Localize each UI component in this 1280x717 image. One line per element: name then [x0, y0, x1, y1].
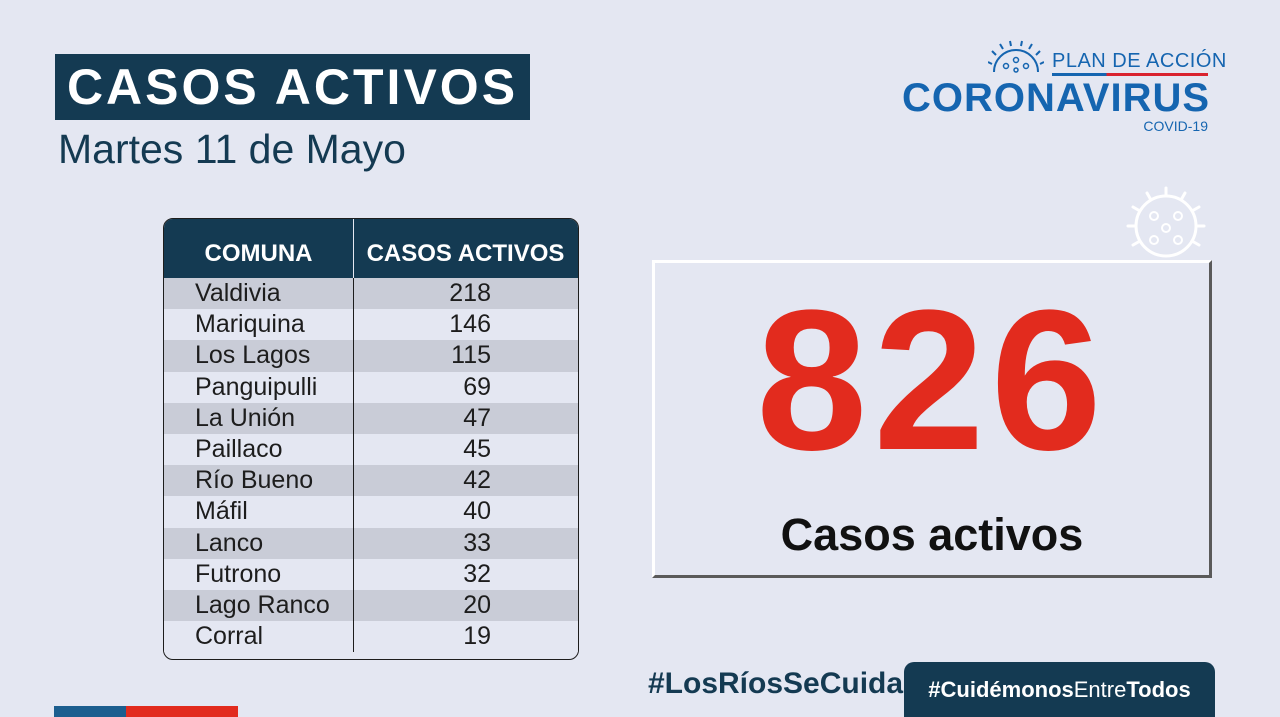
- table-row: Futrono 32: [164, 558, 578, 590]
- cell-comuna: Futrono: [164, 558, 354, 590]
- logo-main-text: CORONAVIRUS: [902, 76, 1211, 120]
- cell-comuna: Valdivia: [164, 278, 354, 310]
- logo-plan-text: PLAN DE ACCIÓN: [1052, 50, 1227, 72]
- cell-casos: 32: [463, 559, 491, 588]
- table-row: Lago Ranco 20: [164, 589, 578, 622]
- table-row: Valdivia 218: [164, 278, 578, 310]
- table-row: Corral 19: [164, 621, 578, 653]
- footer-bar-red: [126, 706, 238, 717]
- cell-comuna: Lago Ranco: [164, 589, 354, 622]
- cell-comuna: Río Bueno: [164, 465, 354, 497]
- cell-casos: 69: [463, 372, 491, 401]
- cell-comuna: Mariquina: [164, 309, 354, 341]
- table-row: Los Lagos 115: [164, 340, 578, 372]
- cell-casos: 20: [463, 590, 491, 619]
- cell-comuna: Los Lagos: [164, 340, 354, 372]
- table-row: La Unión 47: [164, 402, 578, 434]
- table-row: Paillaco 45: [164, 433, 578, 466]
- hashtag-losrios: #LosRíosSeCuida: [648, 667, 904, 700]
- total-active-cases: 826: [756, 269, 1108, 492]
- cell-comuna: Lanco: [164, 527, 354, 559]
- table-row: Río Bueno 42: [164, 465, 578, 497]
- table-row: Lanco 33: [164, 527, 578, 559]
- column-header-casos: CASOS ACTIVOS: [366, 239, 565, 267]
- total-card: 826 Casos activos: [652, 260, 1212, 578]
- cell-comuna: La Unión: [164, 402, 354, 434]
- table-row: Mariquina 146: [164, 309, 578, 341]
- footer-bar-blue: [54, 706, 126, 717]
- cell-comuna: Paillaco: [164, 433, 354, 466]
- cases-table: COMUNA CASOS ACTIVOS Valdivia 218 Mariqui…: [163, 218, 579, 660]
- hashtag-cuidemonos: #Cuidémonos Entre Todos: [904, 662, 1215, 717]
- date-subtitle: Martes 11 de Mayo: [58, 126, 406, 172]
- table-row: Máfil 40: [164, 496, 578, 528]
- table-header: COMUNA CASOS ACTIVOS: [164, 219, 578, 278]
- cell-casos: 218: [449, 279, 491, 308]
- table-body: Valdivia 218 Mariquina 146 Los Lagos 115 Pa…: [164, 278, 578, 653]
- cell-casos: 42: [463, 466, 491, 495]
- cell-casos: 19: [463, 622, 491, 651]
- title-banner: CASOS ACTIVOS: [55, 54, 530, 120]
- cell-comuna: Corral: [164, 621, 354, 653]
- cell-casos: 40: [463, 497, 491, 526]
- footer-color-bar: [54, 706, 238, 717]
- table-row: Panguipulli 69: [164, 371, 578, 403]
- hashtag-part-2: Entre: [1073, 676, 1127, 702]
- page-title: CASOS ACTIVOS: [66, 59, 519, 115]
- cell-casos: 33: [463, 528, 491, 557]
- cell-comuna: Máfil: [164, 496, 354, 528]
- coronavirus-decoration-icon: [1126, 186, 1206, 258]
- cell-comuna: Panguipulli: [164, 371, 354, 403]
- cell-casos: 47: [463, 403, 491, 432]
- cell-casos: 146: [449, 310, 491, 339]
- total-caption: Casos activos: [780, 509, 1084, 560]
- hashtag-part-1: #Cuidémonos: [928, 676, 1074, 702]
- column-header-comuna: COMUNA: [164, 219, 354, 278]
- coronavirus-logo: PLAN DE ACCIÓN CORONAVIRUS COVID-19: [900, 38, 1226, 138]
- hashtag-part-3: Todos: [1126, 676, 1191, 702]
- cell-casos: 115: [451, 341, 491, 370]
- logo-sub-text: COVID-19: [1143, 118, 1208, 134]
- cell-casos: 45: [463, 435, 491, 464]
- logo-divider: [1052, 73, 1208, 76]
- coronavirus-icon: [988, 40, 1044, 73]
